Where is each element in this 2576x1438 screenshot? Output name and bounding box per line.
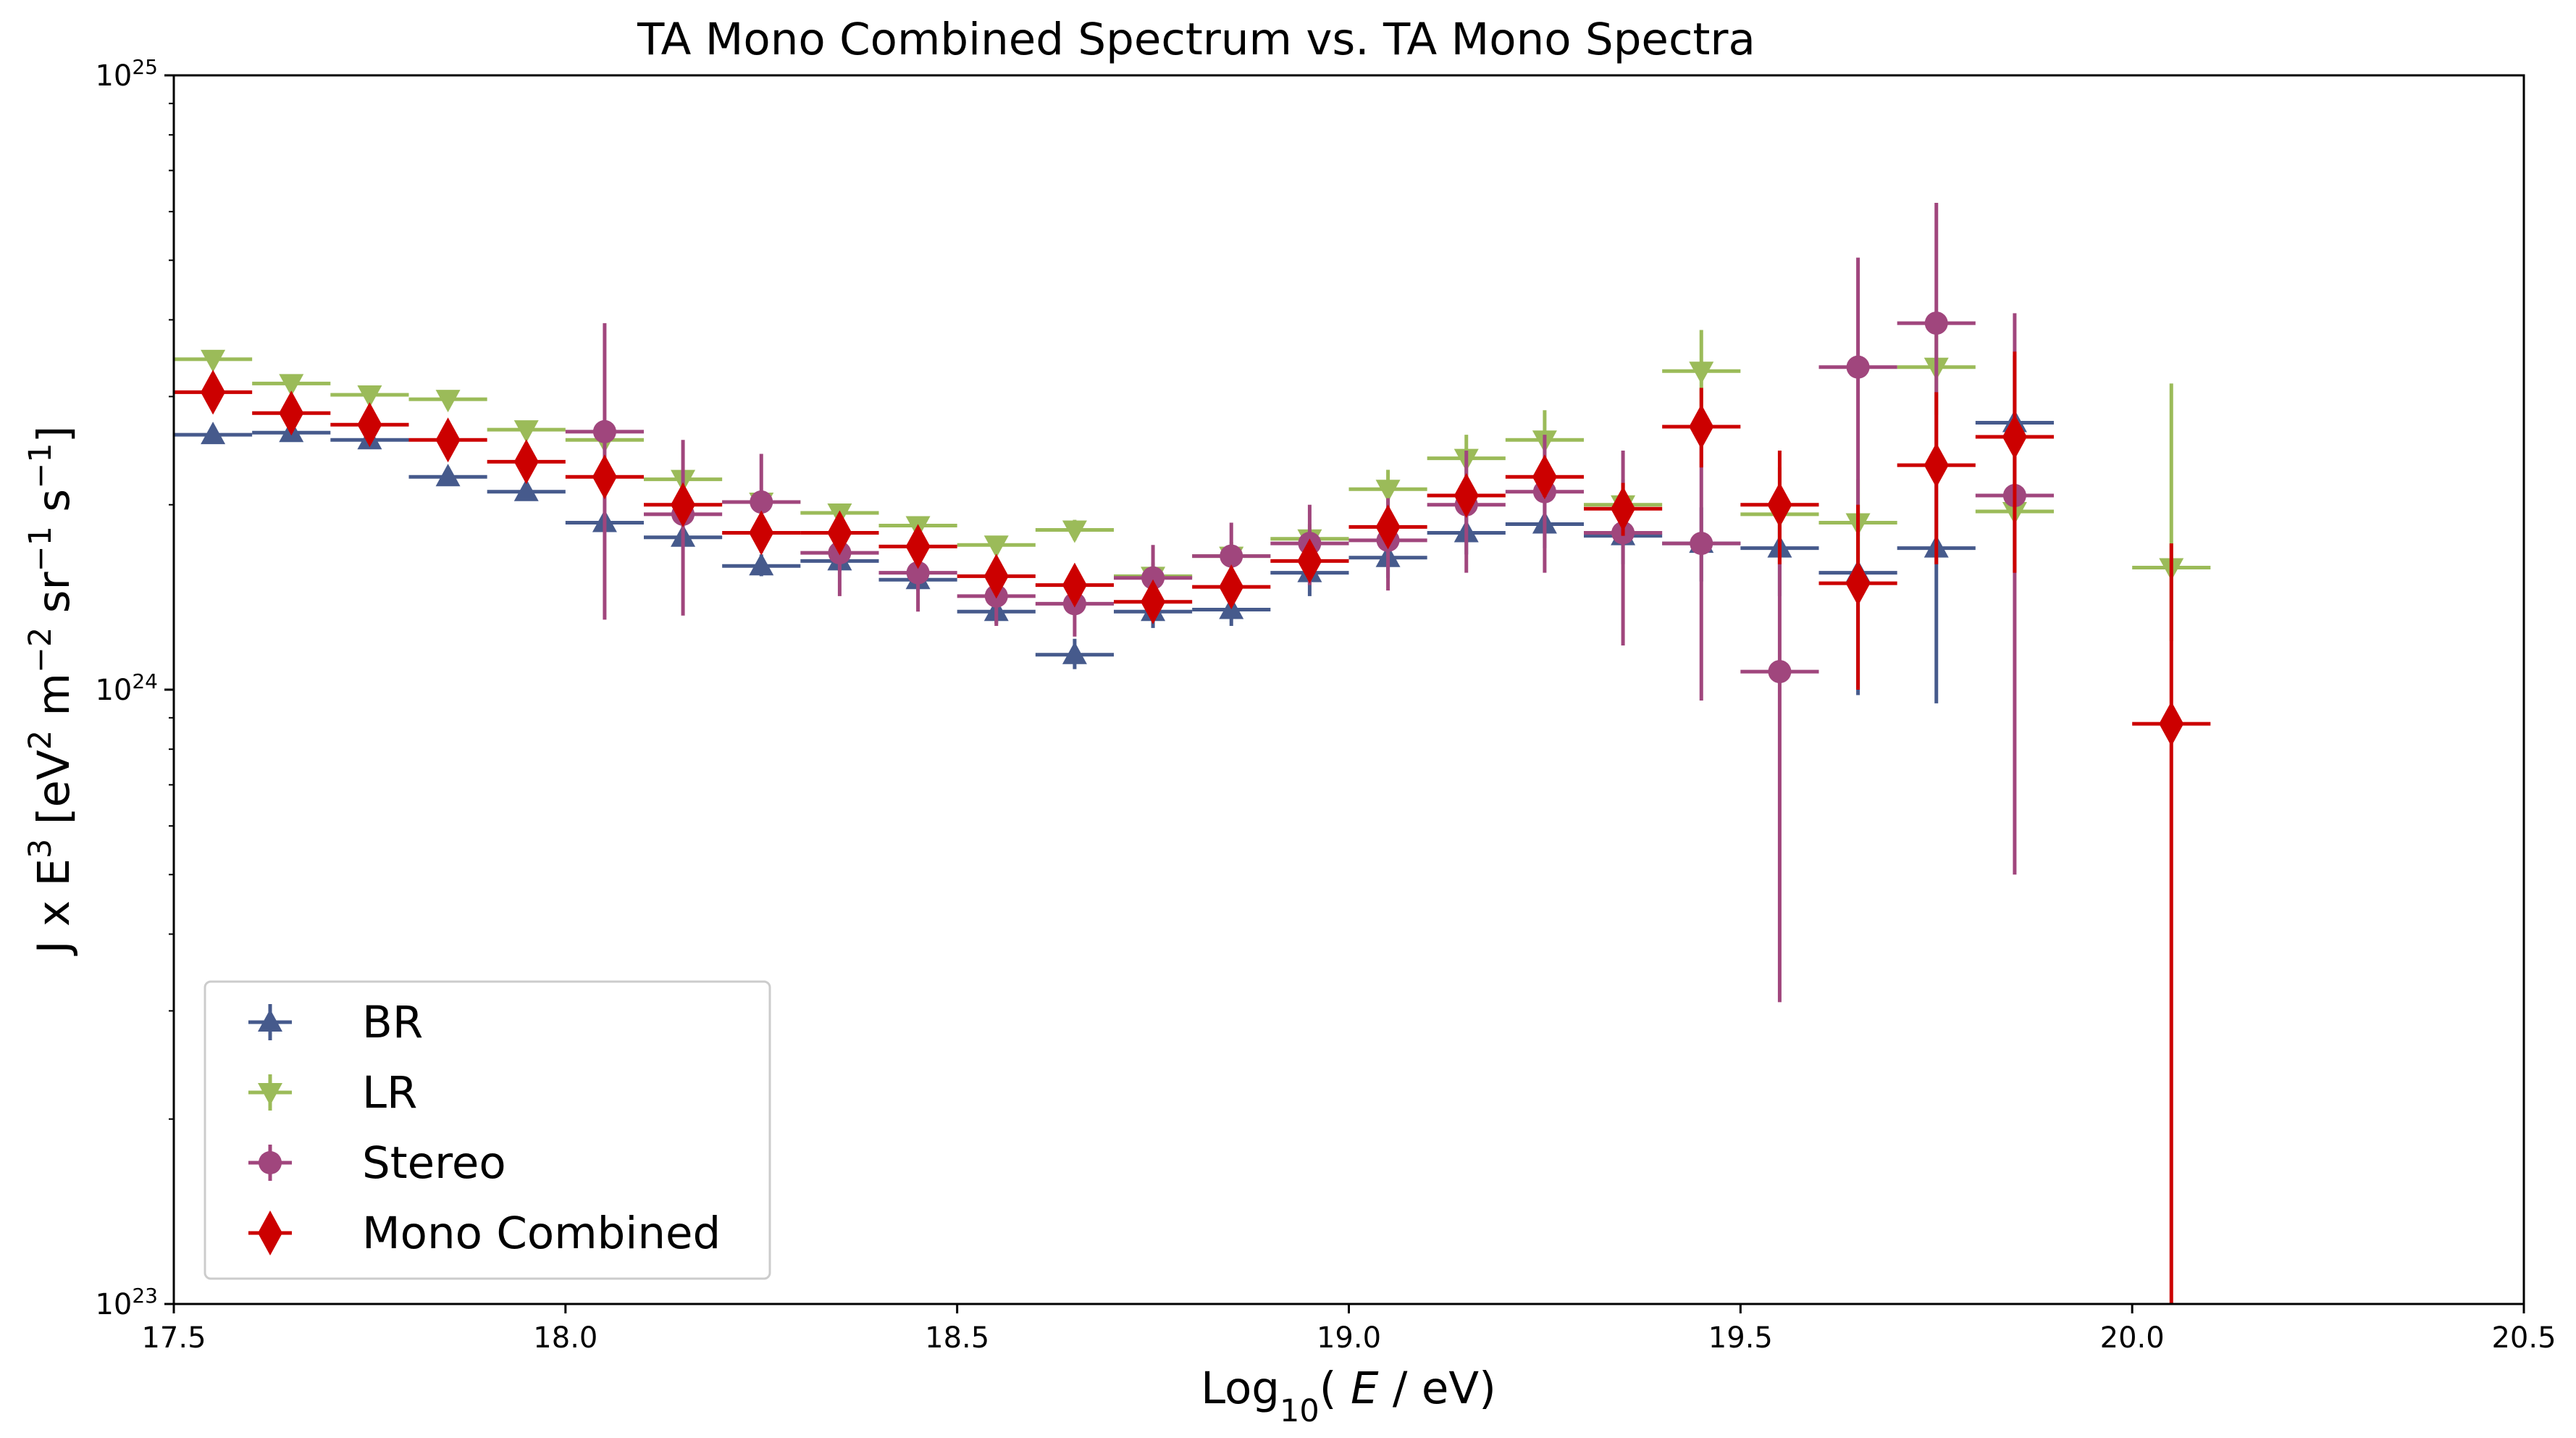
lr-marker [201, 349, 226, 372]
x-tick-label: 18.0 [533, 1321, 597, 1355]
mono-combined-marker [1845, 561, 1871, 606]
x-axis-label: Log10( E / eV) [1201, 1363, 1496, 1429]
mono-combined-marker [905, 524, 931, 569]
mono-combined-marker [1375, 504, 1401, 550]
mono-combined-marker [1532, 454, 1557, 500]
mono-combined-marker [1767, 482, 1792, 527]
chart-title: TA Mono Combined Spectrum vs. TA Mono Sp… [637, 14, 1755, 65]
stereo-marker [1220, 544, 1243, 568]
legend-marker [258, 1009, 282, 1032]
mono-combined-marker [1219, 564, 1244, 610]
lr-marker [513, 420, 539, 443]
x-tick-label: 20.5 [2491, 1321, 2556, 1355]
mono-combined-marker [671, 482, 696, 527]
mono-combined-marker [1689, 404, 1714, 449]
mono-combined-marker [2159, 701, 2184, 747]
legend-marker [259, 1151, 282, 1174]
legend-marker [258, 1211, 282, 1255]
mono-combined-marker [1141, 579, 1166, 624]
stereo-marker [1846, 355, 1870, 379]
legend-item-lr: LR [248, 1067, 417, 1119]
y-tick-label: 1024 [95, 669, 158, 708]
data-layer [174, 203, 2211, 1304]
lr-marker [1062, 520, 1087, 543]
lr-marker [983, 535, 1009, 559]
mono-combined-marker [1062, 562, 1087, 608]
br-marker [1062, 641, 1087, 664]
mono-combined-marker [1453, 473, 1479, 519]
x-tick-label: 20.0 [2100, 1321, 2165, 1355]
lr-marker [357, 385, 382, 408]
legend-label: BR [362, 997, 423, 1048]
mono-combined-marker [435, 417, 461, 463]
mono-combined-marker [749, 510, 774, 556]
x-tick-label: 19.5 [1708, 1321, 1773, 1355]
br-marker [435, 464, 461, 487]
lr-marker [435, 390, 461, 413]
legend-item-br: BR [248, 997, 423, 1048]
x-tick-label: 17.5 [141, 1321, 206, 1355]
mono-combined-marker [827, 510, 852, 556]
mono-combined-marker [592, 454, 617, 500]
legend-item-stereo: Stereo [248, 1137, 506, 1189]
mono-combined-marker [2002, 414, 2027, 459]
legend-item-mono-combined: Mono Combined [248, 1208, 721, 1259]
legend-label: Mono Combined [362, 1208, 721, 1259]
mono-combined-marker [1611, 486, 1636, 532]
y-tick-label: 1023 [95, 1284, 158, 1322]
legend-label: LR [362, 1067, 417, 1119]
lr-marker [1375, 480, 1401, 503]
legend-label: Stereo [362, 1137, 506, 1189]
lr-marker [279, 374, 304, 397]
legend: BR LR Stereo Mono Combined [204, 980, 771, 1280]
mono-combined-marker [201, 369, 226, 415]
stereo-marker [592, 419, 616, 443]
y-axis-label: J x E3 [eV2 m−2 sr−1 s−1] [22, 426, 80, 957]
y-axis: 1023 1024 1025 [95, 55, 174, 1322]
lr-marker [1689, 361, 1714, 385]
mono-combined-marker [1923, 443, 1949, 488]
stereo-marker [1768, 660, 1792, 684]
x-tick-label: 19.0 [1317, 1321, 1381, 1355]
mono-combined-marker [1297, 538, 1322, 584]
mono-combined-marker [357, 402, 382, 448]
stereo-marker [906, 561, 930, 585]
stereo-marker [1924, 312, 1948, 335]
x-tick-label: 18.5 [925, 1321, 989, 1355]
y-tick-label: 1025 [95, 55, 158, 93]
x-axis: 17.5 18.0 18.5 19.0 19.5 20.0 20.5 [141, 1304, 2556, 1355]
br-marker [513, 478, 539, 501]
stereo-marker [1690, 532, 1713, 556]
stereo-marker [1141, 566, 1165, 590]
mono-combined-marker [279, 390, 304, 436]
mono-combined-marker [983, 553, 1009, 599]
br-marker [201, 422, 226, 445]
br-marker [749, 553, 774, 576]
mono-combined-marker [513, 439, 539, 485]
stereo-marker [750, 490, 773, 514]
legend-frame [204, 980, 771, 1280]
legend-marker [258, 1083, 282, 1105]
series-mono-combined [174, 351, 2211, 1304]
